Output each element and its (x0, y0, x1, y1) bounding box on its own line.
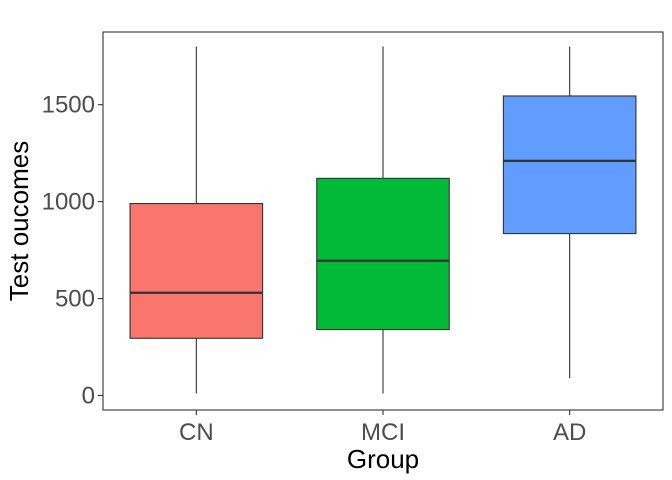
y-tick-label: 1500 (42, 92, 95, 119)
box-ad (502, 95, 637, 235)
x-axis: CN MCI AD (179, 410, 586, 446)
y-tick-label: 500 (55, 286, 95, 313)
boxes-layer (129, 46, 637, 394)
box-cn (129, 203, 264, 339)
x-axis-title: Group (347, 444, 419, 474)
y-axis-title: Test oucomes (4, 141, 34, 301)
y-tick-label: 1000 (42, 189, 95, 216)
y-axis: 0 500 1000 1500 (42, 92, 103, 409)
x-tick-label: AD (553, 419, 586, 446)
x-tick-label: MCI (361, 419, 405, 446)
box-mci (316, 177, 450, 331)
x-tick-label: CN (179, 419, 214, 446)
y-tick-label: 0 (82, 382, 95, 409)
